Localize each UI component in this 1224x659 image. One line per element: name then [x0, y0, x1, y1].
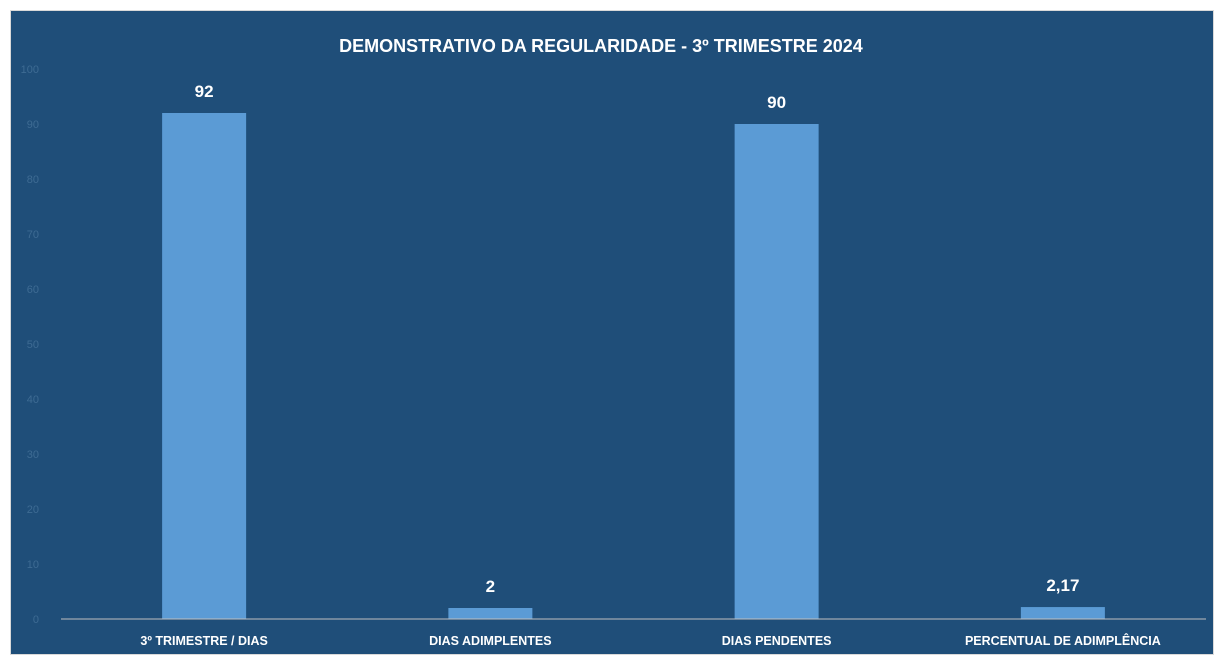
y-tick-label: 80 — [27, 174, 39, 186]
y-tick-label: 60 — [27, 284, 39, 296]
category-label: PERCENTUAL DE ADIMPLÊNCIA — [965, 633, 1161, 648]
category-label: 3º TRIMESTRE / DIAS — [140, 634, 268, 648]
bar — [1020, 607, 1105, 619]
bar — [448, 608, 533, 619]
bar-value-label: 2,17 — [1046, 576, 1079, 595]
y-tick-label: 0 — [33, 614, 39, 626]
y-axis-ticks: 0 10 20 30 40 50 60 70 80 90 100 — [21, 64, 39, 626]
y-tick-label: 30 — [27, 449, 39, 461]
bar-value-label: 90 — [767, 93, 786, 112]
y-tick-label: 70 — [27, 229, 39, 241]
bar-chart: DEMONSTRATIVO DA REGULARIDADE - 3º TRIME… — [21, 36, 1206, 648]
bar — [734, 124, 819, 619]
chart-title: DEMONSTRATIVO DA REGULARIDADE - 3º TRIME… — [339, 36, 863, 56]
y-tick-label: 20 — [27, 504, 39, 516]
y-tick-label: 10 — [27, 559, 39, 571]
bar-value-label: 2 — [486, 577, 495, 596]
category-labels: 3º TRIMESTRE / DIAS DIAS ADIMPLENTES DIAS … — [140, 633, 1160, 648]
value-labels: 92 2 90 2,17 — [195, 82, 1080, 596]
category-label: DIAS PENDENTES — [722, 634, 832, 648]
category-label: DIAS ADIMPLENTES — [429, 634, 551, 648]
y-tick-label: 90 — [27, 119, 39, 131]
bars — [162, 113, 1105, 619]
bar — [162, 113, 247, 619]
y-tick-label: 50 — [27, 339, 39, 351]
y-tick-label: 100 — [21, 64, 39, 76]
bar-value-label: 92 — [195, 82, 214, 101]
chart-frame: DEMONSTRATIVO DA REGULARIDADE - 3º TRIME… — [10, 10, 1214, 655]
y-tick-label: 40 — [27, 394, 39, 406]
